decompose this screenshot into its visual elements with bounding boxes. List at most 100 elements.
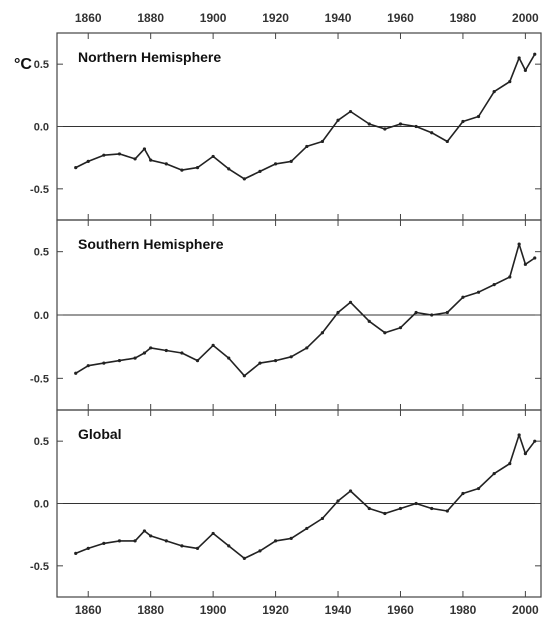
- data-point: [86, 364, 90, 368]
- panel-title: Southern Hemisphere: [78, 236, 224, 252]
- data-point: [348, 489, 353, 493]
- data-point: [383, 331, 387, 335]
- data-point: [414, 124, 418, 129]
- x-tick-label-top: 1880: [137, 11, 164, 25]
- data-point: [142, 529, 147, 533]
- data-point: [133, 356, 137, 360]
- data-point: [180, 168, 184, 172]
- data-point: [227, 544, 231, 548]
- data-point: [414, 310, 418, 315]
- data-point: [102, 361, 106, 365]
- x-tick-label-bottom: 1940: [325, 603, 352, 617]
- data-point: [258, 361, 262, 365]
- data-point: [523, 452, 527, 456]
- data-point: [227, 167, 231, 171]
- data-point: [336, 499, 340, 503]
- data-point: [227, 356, 231, 360]
- y-tick-label: -0.5: [30, 373, 49, 385]
- data-point: [102, 153, 106, 157]
- x-tick-label-top: 1920: [262, 11, 289, 25]
- data-point: [242, 374, 246, 378]
- data-point: [149, 346, 153, 350]
- data-point: [461, 491, 465, 496]
- y-tick-label: 0.5: [34, 247, 49, 259]
- x-tick-label-bottom: 1960: [387, 603, 414, 617]
- data-point: [164, 162, 168, 166]
- data-point: [142, 147, 147, 151]
- y-tick-label: 0.0: [34, 310, 49, 322]
- data-point: [273, 162, 278, 166]
- x-tick-label-top: 1980: [450, 11, 477, 25]
- data-point: [305, 346, 309, 350]
- data-point: [211, 154, 215, 159]
- data-point: [273, 539, 278, 543]
- data-point: [195, 166, 200, 170]
- data-point: [289, 355, 293, 359]
- data-point: [533, 256, 537, 260]
- data-point: [336, 310, 340, 315]
- data-point: [320, 516, 325, 521]
- x-tick-label-top: 2000: [512, 11, 539, 25]
- data-point: [476, 486, 481, 491]
- x-tick-label-top: 1940: [325, 11, 352, 25]
- data-point: [180, 544, 184, 548]
- data-point: [117, 539, 122, 543]
- data-point: [305, 144, 309, 149]
- data-point: [211, 343, 215, 347]
- data-point: [508, 275, 512, 279]
- y-unit-label: °C: [14, 56, 32, 73]
- data-point: [348, 300, 353, 304]
- data-point: [492, 283, 496, 287]
- data-point: [149, 158, 153, 162]
- y-tick-label: 0.5: [34, 59, 49, 71]
- data-point: [102, 541, 106, 545]
- series-line: [75, 53, 536, 180]
- data-point: [133, 539, 137, 543]
- data-point: [508, 80, 512, 84]
- series-line: [75, 434, 536, 560]
- x-tick-label-top: 1900: [200, 11, 227, 25]
- x-tick-label-top: 1960: [387, 11, 414, 25]
- data-point: [383, 511, 387, 516]
- data-point: [117, 359, 122, 363]
- data-point: [445, 139, 449, 144]
- x-tick-label-bottom: 1860: [75, 603, 102, 617]
- data-point: [242, 556, 246, 560]
- data-point: [476, 290, 481, 294]
- data-point: [305, 526, 309, 531]
- data-point: [517, 242, 521, 246]
- data-point: [258, 169, 262, 173]
- data-point: [492, 89, 496, 94]
- y-tick-label: 0.5: [34, 436, 49, 448]
- data-point: [195, 359, 200, 363]
- x-tick-label-bottom: 2000: [512, 603, 539, 617]
- data-point: [258, 549, 262, 553]
- data-point: [523, 68, 527, 72]
- series-line: [75, 243, 536, 377]
- data-point: [517, 56, 521, 60]
- y-tick-label: 0.0: [34, 122, 49, 134]
- data-point: [492, 471, 496, 476]
- data-point: [86, 159, 90, 164]
- data-point: [430, 131, 434, 135]
- x-tick-label-bottom: 1880: [137, 603, 164, 617]
- data-point: [336, 118, 340, 122]
- data-point: [398, 326, 403, 330]
- data-point: [445, 310, 449, 315]
- data-point: [533, 439, 537, 443]
- data-point: [523, 262, 527, 266]
- data-point: [398, 506, 403, 511]
- data-point: [86, 546, 90, 550]
- data-point: [74, 166, 78, 170]
- data-point: [430, 313, 434, 317]
- data-point: [367, 319, 371, 323]
- x-tick-label-top: 1860: [75, 11, 102, 25]
- data-point: [289, 536, 293, 541]
- x-tick-label-bottom: 1980: [450, 603, 477, 617]
- data-point: [461, 119, 465, 124]
- data-point: [517, 433, 521, 437]
- data-point: [211, 531, 215, 536]
- y-tick-label: 0.0: [34, 499, 49, 511]
- data-point: [476, 114, 481, 119]
